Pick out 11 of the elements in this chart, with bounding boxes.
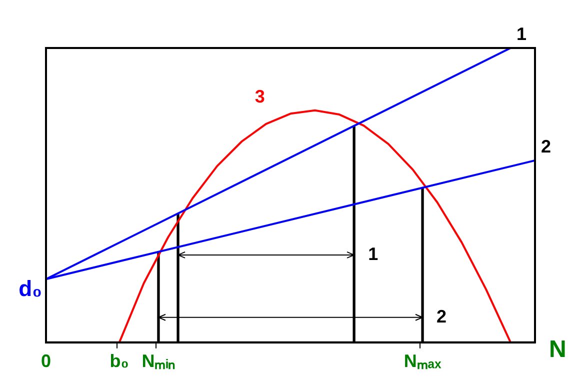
text: d₀ <box>18 276 42 302</box>
series-label: 1 <box>516 24 527 44</box>
x-tick-label: Nₘₐₓ <box>404 351 442 372</box>
x-tick-label: Nₘᵢₙ <box>142 351 176 372</box>
series-label: 2 <box>541 136 552 156</box>
annotation: 1 <box>368 244 378 264</box>
x-axis-title: N <box>549 336 566 364</box>
series-label: 3 <box>254 86 265 106</box>
x-tick-label: 0 <box>40 351 52 372</box>
x-tick-label: b₀ <box>110 351 129 372</box>
annotation: 2 <box>436 306 447 326</box>
